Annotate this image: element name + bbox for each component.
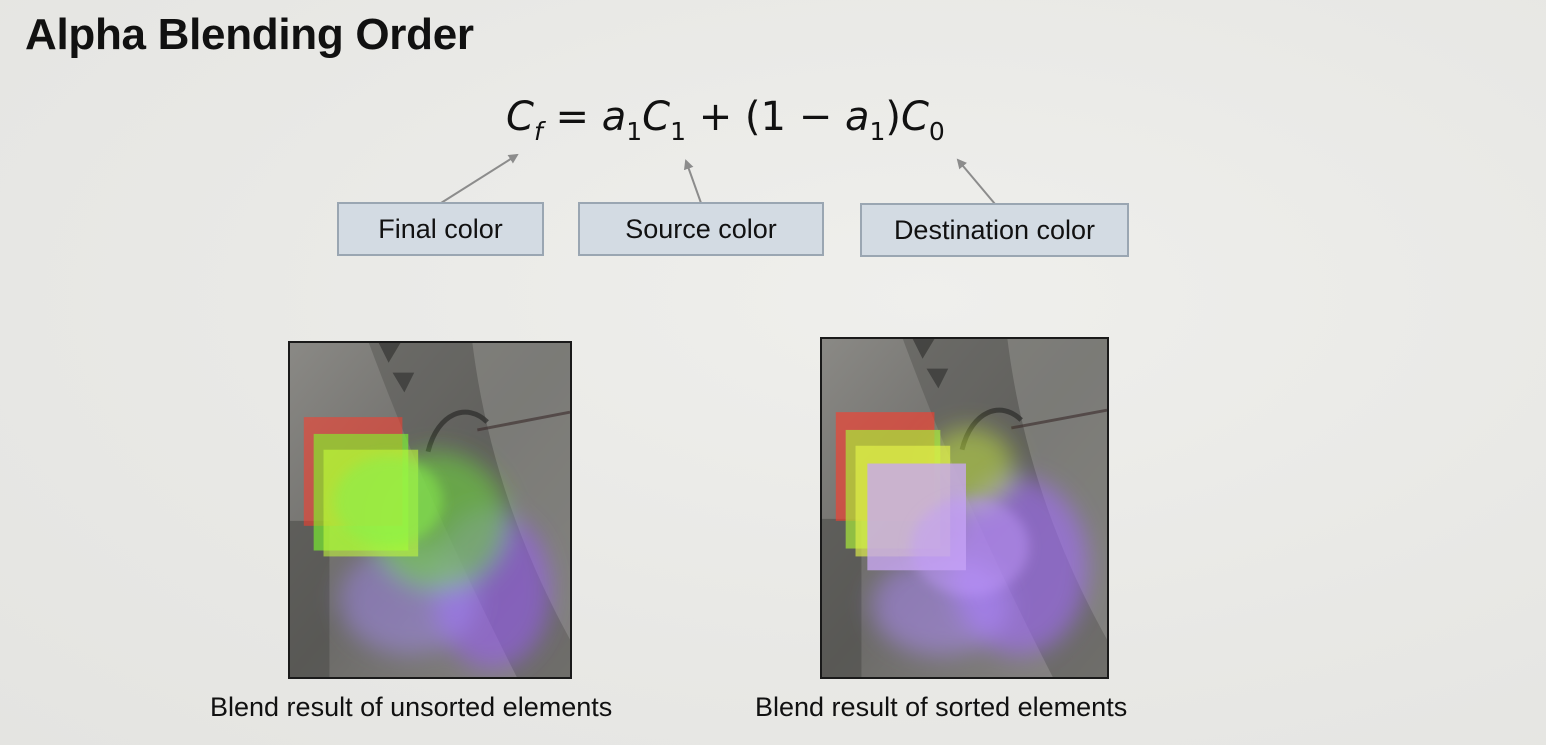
sorted-blend-image [820, 337, 1109, 679]
destination-color-label: Destination color [860, 203, 1129, 257]
arrow-destination-color [956, 158, 996, 205]
arrow-source-color [683, 159, 702, 204]
final-color-label: Final color [337, 202, 544, 256]
sorted-caption: Blend result of sorted elements [755, 692, 1128, 722]
blending-equation: Cf = a1C1 + (1 − a1)C0 [506, 94, 945, 144]
eq-alpha-subscript: 1 [626, 117, 643, 146]
slide-title: Alpha Blending Order [25, 10, 474, 59]
eq-final-color-symbol: C [506, 94, 534, 140]
arrow-final-color [440, 153, 519, 204]
eq-alpha-symbol-2: a [844, 94, 870, 140]
unsorted-caption: Blend result of unsorted elements [210, 692, 613, 722]
eq-destination-color-symbol: C [900, 94, 929, 140]
unsorted-blend-image [288, 341, 572, 679]
source-color-label: Source color [578, 202, 824, 256]
eq-alpha-symbol: a [601, 94, 627, 140]
eq-paren-open: (1 − [744, 94, 833, 140]
eq-final-subscript: f [533, 117, 543, 146]
eq-source-color-symbol: C [642, 94, 671, 140]
eq-plus: + [698, 94, 733, 140]
eq-paren-close: ) [885, 94, 901, 140]
eq-alpha-subscript-2: 1 [869, 117, 886, 146]
eq-destination-subscript: 0 [928, 117, 945, 146]
eq-source-subscript: 1 [670, 117, 686, 146]
eq-equals: = [555, 94, 589, 140]
